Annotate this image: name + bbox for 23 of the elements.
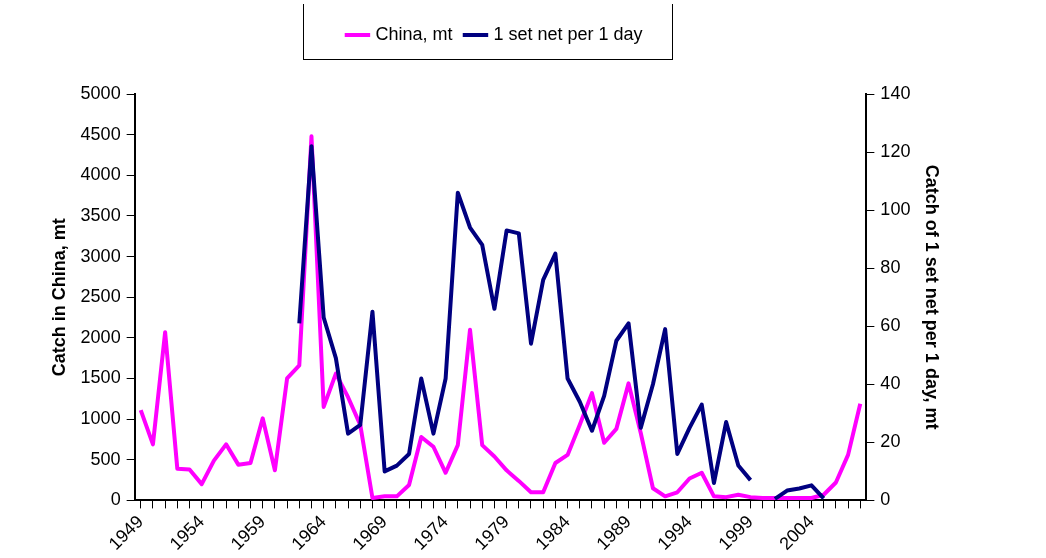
y2-tick-label: 140	[880, 82, 911, 103]
y-tick-label: 2500	[80, 286, 121, 307]
y-tick-label: 5000	[80, 82, 121, 103]
y-tick-label: 0	[110, 489, 121, 510]
y-tick-label: 3500	[80, 204, 121, 225]
y2-tick-label: 80	[880, 257, 901, 278]
legend-label: China, mt	[375, 23, 453, 44]
y-tick-label: 4500	[80, 123, 121, 144]
y-tick-label: 1500	[80, 367, 121, 388]
y-tick-label: 4000	[80, 164, 121, 185]
y-tick-label: 2000	[80, 326, 121, 347]
legend-label: 1 set net per 1 day	[493, 23, 643, 44]
y-axis-title: Catch in China, mt	[48, 218, 69, 377]
y-tick-label: 500	[90, 448, 121, 469]
y-tick-label: 1000	[80, 408, 121, 429]
y2-tick-label: 100	[880, 199, 911, 220]
y2-tick-label: 0	[880, 489, 891, 510]
y2-axis-title: Catch of 1 set net per 1 day, mt	[922, 164, 943, 430]
y2-tick-label: 120	[880, 141, 911, 162]
y2-tick-label: 60	[880, 315, 901, 336]
y2-tick-label: 40	[880, 373, 901, 394]
y-tick-label: 3000	[80, 245, 121, 266]
y2-tick-label: 20	[880, 431, 901, 452]
